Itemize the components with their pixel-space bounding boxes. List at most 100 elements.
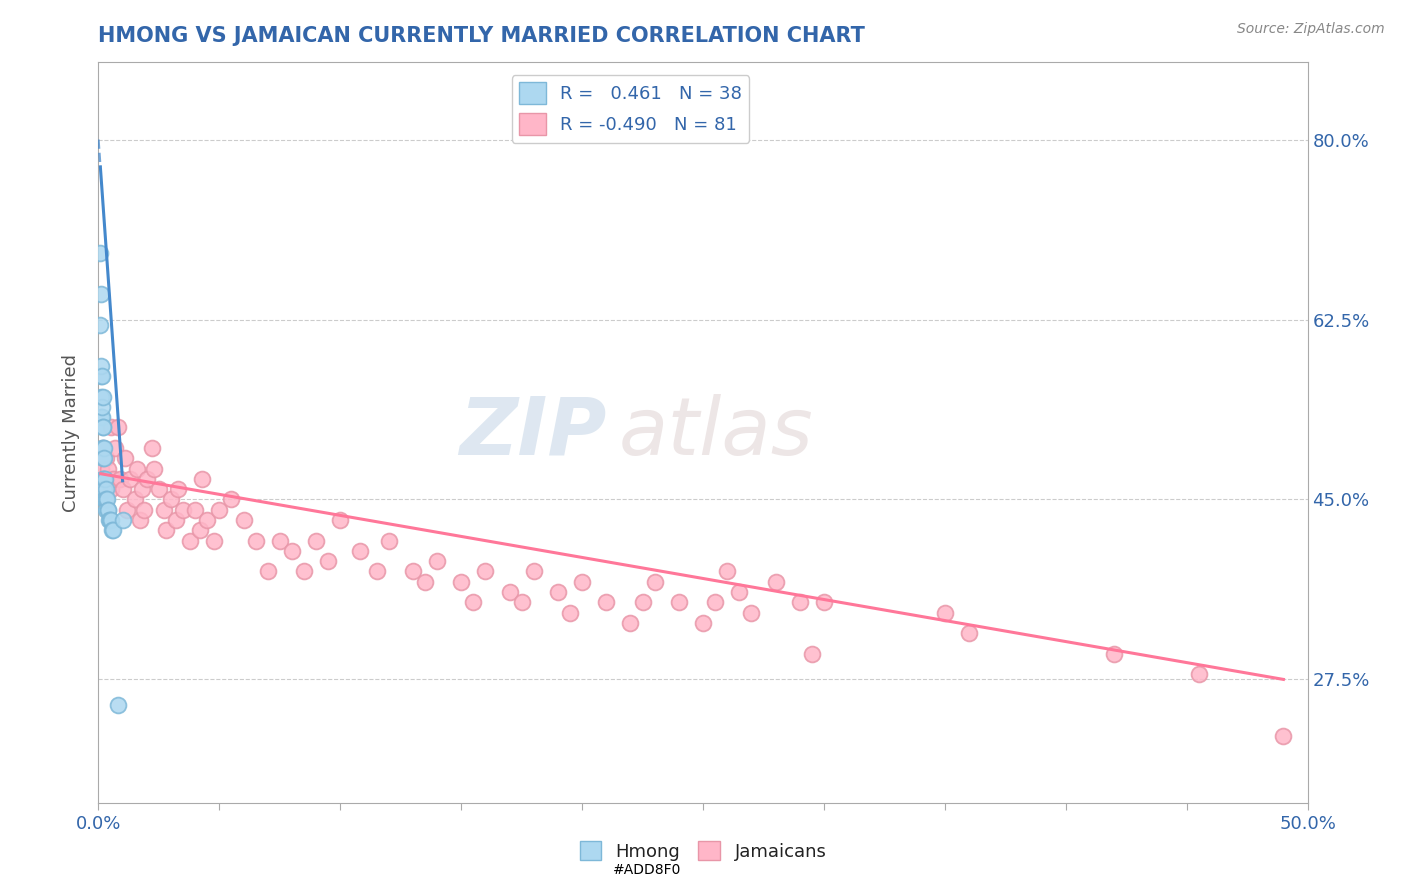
Point (191, 472, 214, 486)
Point (269, 533, 291, 548)
Y-axis label: Currently Married: Currently Married (62, 353, 80, 512)
Point (329, 513, 352, 527)
Point (93, 451, 115, 466)
Point (740, 606, 762, 620)
Point (91, 369, 114, 384)
Point (728, 585, 751, 599)
Point (571, 574, 593, 589)
Point (101, 472, 124, 486)
Point (716, 565, 738, 579)
Point (97, 461, 120, 475)
Text: Source: ZipAtlas.com: Source: ZipAtlas.com (1237, 22, 1385, 37)
Point (93, 482, 115, 496)
Point (619, 615, 641, 630)
Point (184, 502, 207, 516)
Point (204, 533, 226, 548)
Point (100, 524, 122, 538)
Point (704, 595, 727, 609)
Point (426, 554, 449, 568)
Point (135, 472, 157, 486)
Point (90, 369, 112, 384)
Point (221, 492, 243, 507)
Point (245, 533, 267, 548)
Point (127, 461, 149, 475)
Point (349, 544, 371, 558)
Point (644, 574, 666, 589)
Point (1188, 667, 1211, 681)
Point (377, 533, 399, 548)
Point (91, 420, 114, 434)
Point (90, 410, 112, 425)
Point (143, 461, 166, 475)
Point (165, 513, 187, 527)
Point (134, 502, 156, 516)
Point (93, 472, 115, 486)
Point (510, 595, 533, 609)
Point (90, 286, 112, 301)
Point (547, 585, 569, 599)
Point (160, 492, 183, 507)
Point (152, 502, 174, 516)
Point (100, 482, 122, 496)
Legend: Hmong, Jamaicans: Hmong, Jamaicans (572, 834, 834, 868)
Point (104, 441, 127, 455)
Point (108, 472, 131, 486)
Point (89, 318, 111, 332)
Point (141, 441, 163, 455)
Point (765, 574, 787, 589)
Point (107, 698, 129, 712)
Point (188, 524, 211, 538)
Point (111, 482, 134, 496)
Point (91, 390, 114, 404)
Point (90, 359, 112, 373)
Point (305, 533, 328, 548)
Point (789, 595, 811, 609)
Point (131, 482, 153, 496)
Point (96, 492, 118, 507)
Point (800, 647, 823, 661)
Point (91, 472, 114, 486)
Point (91, 420, 114, 434)
Point (91, 400, 114, 414)
Point (124, 492, 146, 507)
Point (100, 420, 122, 434)
Point (631, 595, 654, 609)
Point (195, 513, 218, 527)
Point (94, 492, 117, 507)
Text: ZIP: ZIP (458, 393, 606, 472)
Point (100, 513, 122, 527)
Point (523, 565, 546, 579)
Point (91, 451, 114, 466)
Point (91, 441, 114, 455)
Point (668, 595, 690, 609)
Point (96, 502, 118, 516)
Point (292, 565, 315, 579)
Point (91, 472, 114, 486)
Point (172, 502, 194, 516)
Point (90, 461, 112, 475)
Point (934, 606, 956, 620)
Point (813, 595, 835, 609)
Point (93, 441, 115, 455)
Point (91, 441, 114, 455)
Point (97, 502, 120, 516)
Point (957, 626, 980, 640)
Point (114, 451, 136, 466)
Point (474, 565, 496, 579)
Point (118, 472, 141, 486)
Point (93, 492, 115, 507)
Point (90, 390, 112, 404)
Point (101, 524, 124, 538)
Point (111, 513, 134, 527)
Point (208, 502, 231, 516)
Point (450, 574, 472, 589)
Point (107, 420, 129, 434)
Point (89, 245, 111, 260)
Point (316, 554, 339, 568)
Point (498, 585, 520, 599)
Point (96, 492, 118, 507)
Point (94, 451, 117, 466)
Point (595, 595, 617, 609)
Point (413, 574, 436, 589)
Point (128, 513, 150, 527)
